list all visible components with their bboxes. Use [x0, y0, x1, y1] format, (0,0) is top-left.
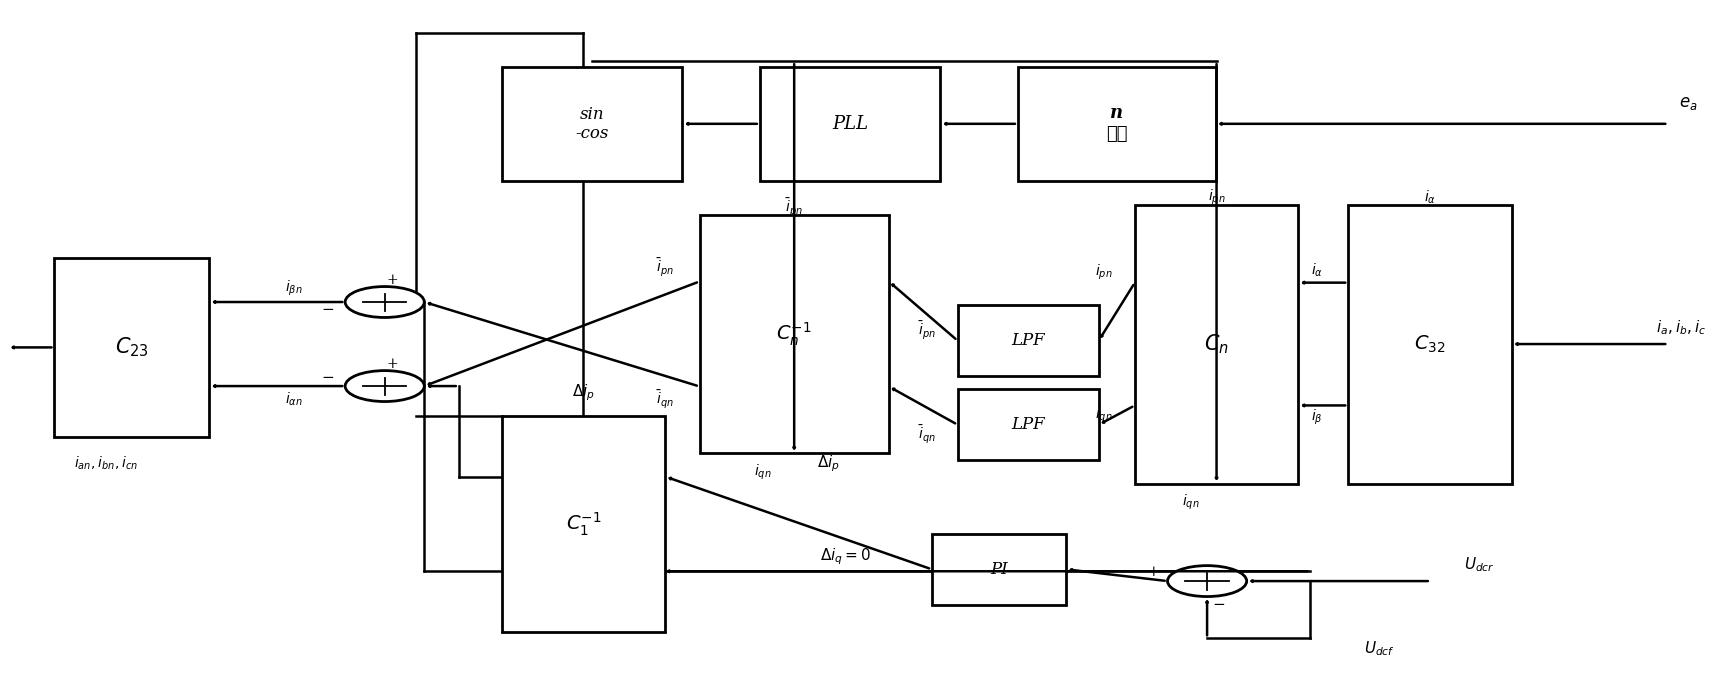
FancyBboxPatch shape — [1134, 205, 1298, 483]
Text: +: + — [1148, 565, 1160, 579]
Text: $C_{23}$: $C_{23}$ — [116, 336, 148, 359]
Circle shape — [345, 287, 425, 317]
Text: $C_n$: $C_n$ — [1205, 332, 1229, 356]
Text: −: − — [1213, 597, 1225, 612]
Text: $\bar{i}_{pn}$: $\bar{i}_{pn}$ — [785, 197, 803, 219]
Text: $C_{32}$: $C_{32}$ — [1414, 334, 1446, 355]
Text: $i_{\beta n}$: $i_{\beta n}$ — [285, 279, 302, 298]
Text: −: − — [321, 372, 335, 385]
Text: $i_{pn}$: $i_{pn}$ — [1208, 188, 1225, 207]
Text: LPF: LPF — [1011, 416, 1044, 433]
Text: $U_{dcf}$: $U_{dcf}$ — [1364, 639, 1395, 658]
FancyBboxPatch shape — [958, 389, 1099, 460]
FancyBboxPatch shape — [55, 258, 209, 437]
Text: $i_{\alpha n}$: $i_{\alpha n}$ — [285, 391, 302, 408]
FancyBboxPatch shape — [759, 66, 941, 181]
FancyBboxPatch shape — [502, 416, 665, 631]
Text: sin
-cos: sin -cos — [575, 106, 609, 142]
Text: $i_{qn}$: $i_{qn}$ — [1182, 493, 1200, 512]
Text: n
倍频: n 倍频 — [1106, 104, 1127, 143]
FancyBboxPatch shape — [502, 66, 682, 181]
Text: $i_a, i_b, i_c$: $i_a, i_b, i_c$ — [1655, 318, 1705, 336]
Text: $i_{\alpha}$: $i_{\alpha}$ — [1424, 189, 1436, 207]
FancyBboxPatch shape — [1018, 66, 1215, 181]
Text: LPF: LPF — [1011, 332, 1044, 349]
Text: $e_a$: $e_a$ — [1679, 95, 1697, 112]
Text: $\bar{i}_{pn}$: $\bar{i}_{pn}$ — [656, 257, 675, 279]
Text: PI: PI — [991, 561, 1008, 578]
Text: $\bar{i}_{qn}$: $\bar{i}_{qn}$ — [918, 424, 935, 446]
Text: +: + — [387, 357, 399, 371]
Text: +: + — [387, 273, 399, 287]
Text: $i_{qn}$: $i_{qn}$ — [1094, 406, 1113, 425]
FancyBboxPatch shape — [699, 215, 889, 454]
Circle shape — [345, 371, 425, 401]
Text: $\Delta i_p$: $\Delta i_p$ — [816, 454, 841, 474]
FancyBboxPatch shape — [932, 534, 1067, 605]
Text: $C_1^{-1}$: $C_1^{-1}$ — [566, 511, 601, 538]
Text: $\bar{i}_{pn}$: $\bar{i}_{pn}$ — [918, 319, 935, 342]
Text: $i_{\beta}$: $i_{\beta}$ — [1312, 408, 1324, 427]
FancyBboxPatch shape — [1348, 205, 1512, 483]
FancyBboxPatch shape — [958, 305, 1099, 376]
Text: $i_{\alpha}$: $i_{\alpha}$ — [1312, 262, 1324, 279]
Text: $U_{dcr}$: $U_{dcr}$ — [1464, 555, 1495, 574]
Text: $C_n^{-1}$: $C_n^{-1}$ — [777, 320, 811, 348]
Circle shape — [1167, 565, 1246, 597]
Text: $i_{an},i_{bn},i_{cn}$: $i_{an},i_{bn},i_{cn}$ — [74, 455, 138, 472]
Text: PLL: PLL — [832, 115, 868, 133]
Text: $\Delta i_q = 0$: $\Delta i_q = 0$ — [820, 546, 872, 567]
Text: $i_{pn}$: $i_{pn}$ — [1094, 263, 1113, 282]
Text: −: − — [321, 303, 335, 317]
Text: $\Delta i_p$: $\Delta i_p$ — [571, 382, 595, 403]
Text: $i_{qn}$: $i_{qn}$ — [754, 462, 772, 482]
Text: $\bar{i}_{qn}$: $\bar{i}_{qn}$ — [656, 389, 675, 411]
